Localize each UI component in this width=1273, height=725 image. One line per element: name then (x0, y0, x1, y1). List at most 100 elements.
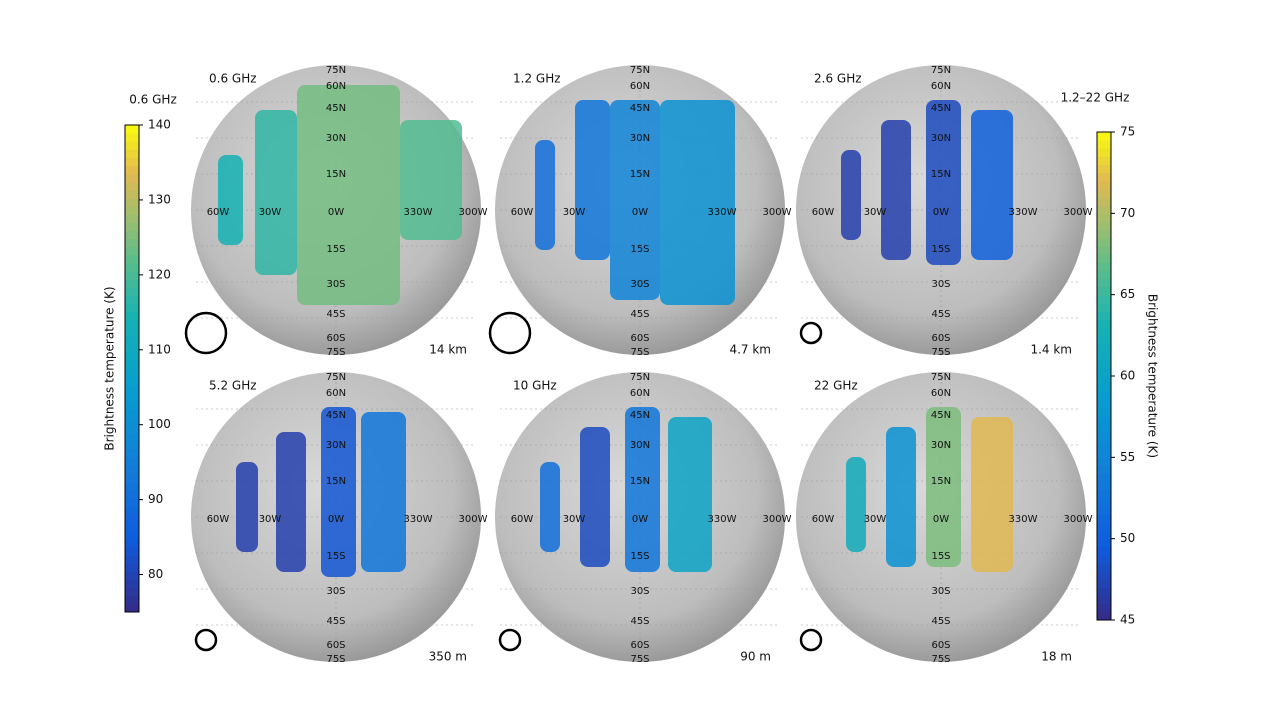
colorbar-cell (1097, 172, 1111, 182)
colorbar-frame (124, 124, 140, 613)
colorbar-tick-label: 140 (148, 118, 171, 132)
latitude-label: 30S (326, 279, 345, 290)
latitude-label: 0W (933, 207, 949, 218)
frequency-label: 5.2 GHz (209, 379, 257, 393)
colorbar-cell (125, 530, 139, 540)
longitude-label: 300W (763, 514, 792, 525)
colorbar-cell (1097, 245, 1111, 255)
longitude-label: 60W (511, 514, 534, 525)
longitude-label: 330W (1009, 207, 1038, 218)
temperature-swath (276, 432, 306, 572)
colorbar-cell (1097, 278, 1111, 288)
temperature-swath (881, 120, 911, 260)
colorbar-tick-label: 130 (148, 192, 171, 206)
latitude-label: 15S (630, 551, 649, 562)
colorbar-cell (1097, 587, 1111, 597)
colorbar-cell (1097, 603, 1111, 613)
colorbar-cell (125, 222, 139, 232)
colorbar-cell (1097, 367, 1111, 377)
latitude-label: 15S (326, 551, 345, 562)
longitude-label: 30W (864, 207, 887, 218)
longitude-label: 60W (207, 514, 230, 525)
colorbar-cell (125, 522, 139, 532)
colorbar-cell (1097, 489, 1111, 499)
latitude-label: 45S (931, 309, 950, 320)
colorbar-cell (1097, 188, 1111, 198)
latitude-label: 30N (630, 133, 650, 144)
colorbar-cell (1097, 221, 1111, 231)
colorbar-cell (1097, 132, 1111, 141)
latitude-label: 0W (632, 207, 648, 218)
colorbar-cell (1097, 457, 1111, 466)
colorbar-tick-label: 50 (1120, 531, 1135, 545)
colorbar-cell (125, 595, 139, 605)
temperature-swath (886, 427, 916, 567)
colorbar-tick-label: 90 (148, 492, 163, 506)
colorbar-cell (125, 563, 139, 572)
colorbar-cell (125, 571, 139, 581)
temperature-swath (297, 85, 400, 305)
longitude-label: 330W (708, 514, 737, 525)
temperature-swath (580, 427, 610, 567)
latitude-label: 30S (931, 586, 950, 597)
colorbar-cell (125, 555, 139, 564)
resolution-label: 350 m (429, 650, 467, 664)
colorbar-cell (125, 165, 139, 175)
colorbar-cell (1097, 335, 1111, 344)
colorbar-cell (1097, 148, 1111, 157)
temperature-swath (971, 110, 1013, 260)
colorbar-cell (125, 368, 139, 378)
colorbar-cell (1097, 400, 1111, 410)
latitude-label: 15S (931, 551, 950, 562)
beam-size (184, 311, 228, 355)
beam-size (488, 311, 532, 355)
colorbar-cell (1097, 327, 1111, 336)
colorbar-label: Brightness temperature (K) (103, 286, 117, 450)
latitude-label: 30N (326, 440, 346, 451)
colorbar-cell (1097, 465, 1111, 475)
beam-size (799, 321, 823, 345)
resolution-label: 90 m (740, 650, 771, 664)
frequency-label: 10 GHz (513, 379, 557, 393)
colorbar-cell (125, 157, 139, 167)
latitude-label: 75S (931, 347, 950, 358)
latitude-label: 30N (326, 133, 346, 144)
colorbar-cell (1097, 514, 1111, 523)
colorbar-cell (1097, 294, 1111, 304)
latitude-label: 15N (326, 169, 346, 180)
longitude-label: 330W (404, 514, 433, 525)
colorbar-cell (1097, 506, 1111, 515)
colorbar-cell (1097, 229, 1111, 239)
latitude-label: 75N (931, 372, 951, 383)
longitude-label: 300W (1064, 514, 1093, 525)
colorbar-cell (125, 498, 139, 507)
colorbar-cell (125, 125, 139, 134)
latitude-label: 30N (931, 133, 951, 144)
colorbar-tick-label: 60 (1120, 369, 1135, 383)
latitude-label: 30S (630, 586, 649, 597)
colorbar-cell (125, 547, 139, 556)
colorbar-cell (125, 295, 139, 305)
beam-size (194, 628, 218, 652)
colorbar-cell (1097, 197, 1111, 206)
latitude-label: 60S (326, 640, 345, 651)
latitude-label: 60S (630, 333, 649, 344)
colorbar-cell (1097, 498, 1111, 507)
latitude-label: 30S (931, 279, 950, 290)
map-panel: 75N 60N 45N 30N 15N 0W 15S 30S 45S 60S 75S 60W 30W 33… (488, 65, 792, 358)
latitude-label: 15S (931, 244, 950, 255)
longitude-label: 300W (459, 514, 488, 525)
colorbar-tick-label: 65 (1120, 287, 1135, 301)
map-panel: 75N 60N 45N 30N 15N 0W 15S 30S 45S 60S 75S 60W 30W 33… (495, 372, 792, 665)
temperature-swath (926, 407, 961, 567)
colorbar-cell (1097, 563, 1111, 572)
colorbar-cell (125, 400, 139, 410)
colorbar-cell (1097, 473, 1111, 483)
colorbar-cell (125, 490, 139, 499)
frequency-label: 1.2 GHz (513, 72, 561, 86)
colorbar-cell (125, 149, 139, 158)
longitude-label: 30W (864, 514, 887, 525)
latitude-label: 30N (630, 440, 650, 451)
latitude-label: 45N (326, 103, 346, 114)
